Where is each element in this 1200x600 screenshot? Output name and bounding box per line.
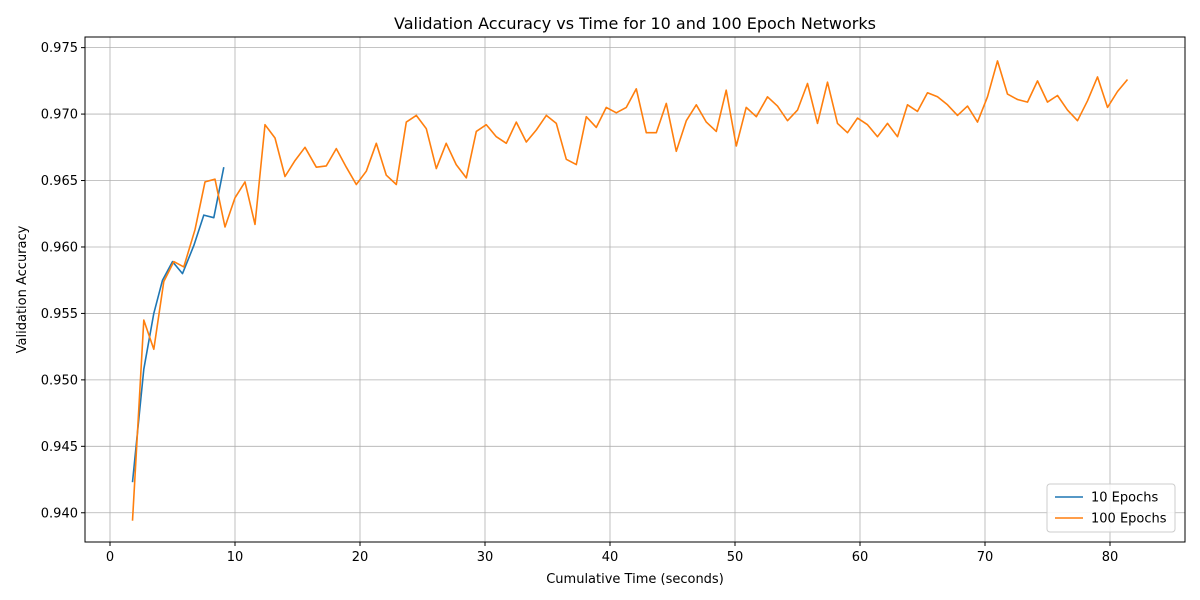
legend-label: 100 Epochs [1091, 512, 1167, 527]
x-tick-label: 0 [106, 550, 114, 565]
y-axis-ticks: 0.940 0.945 0.950 0.955 0.960 0.965 0.970 0.975 [41, 41, 85, 521]
y-tick-label: 0.960 [41, 240, 78, 255]
x-tick-label: 10 [227, 550, 244, 565]
legend-label: 10 Epochs [1091, 491, 1158, 506]
x-tick-label: 40 [602, 550, 619, 565]
y-tick-label: 0.955 [41, 307, 78, 322]
legend: 10 Epochs 100 Epochs [1046, 483, 1176, 533]
x-tick-label: 60 [852, 550, 869, 565]
y-axis-label: Validation Accuracy [15, 225, 30, 353]
x-tick-label: 80 [1102, 550, 1119, 565]
x-axis-ticks: 0 10 20 30 40 50 60 70 80 [106, 542, 1118, 565]
x-axis-label: Cumulative Time (seconds) [546, 572, 724, 587]
x-tick-label: 50 [727, 550, 744, 565]
x-tick-label: 30 [477, 550, 494, 565]
y-tick-label: 0.965 [41, 174, 78, 189]
x-tick-label: 20 [352, 550, 369, 565]
y-tick-label: 0.950 [41, 373, 78, 388]
y-tick-label: 0.945 [41, 440, 78, 455]
y-tick-label: 0.975 [41, 41, 78, 56]
grid-lines [85, 37, 1185, 542]
y-tick-label: 0.970 [41, 108, 78, 123]
plot-frame [84, 36, 1186, 543]
series-line-1 [131, 167, 225, 483]
x-tick-label: 70 [977, 550, 994, 565]
series-line-2 [131, 60, 1129, 521]
y-tick-label: 0.940 [41, 506, 78, 521]
legend-box [1046, 483, 1176, 533]
series-layer [131, 60, 1129, 521]
chart-title: Validation Accuracy vs Time for 10 and 1… [394, 14, 876, 33]
